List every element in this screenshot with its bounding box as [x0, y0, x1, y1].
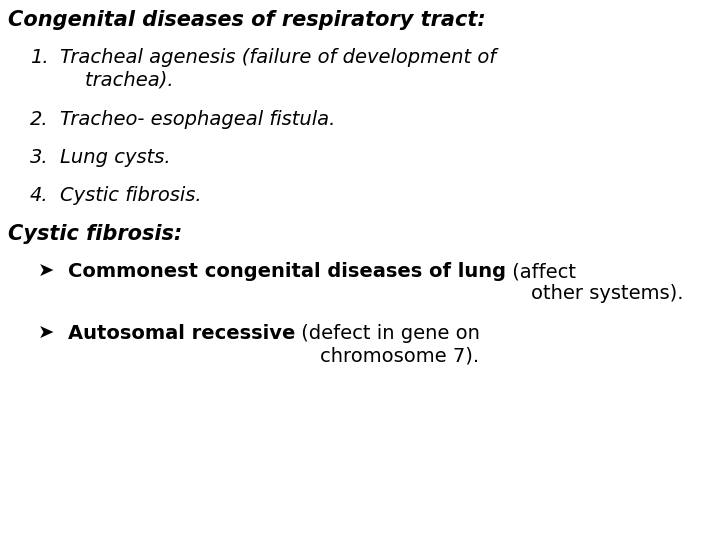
- Text: ➤: ➤: [38, 324, 55, 343]
- Text: Tracheo- esophageal fistula.: Tracheo- esophageal fistula.: [60, 110, 336, 129]
- Text: (affect
    other systems).: (affect other systems).: [506, 262, 683, 303]
- Text: Lung cysts.: Lung cysts.: [60, 148, 171, 167]
- Text: 2.: 2.: [30, 110, 49, 129]
- Text: Cystic fibrosis.: Cystic fibrosis.: [60, 186, 202, 205]
- Text: (defect in gene on
    chromosome 7).: (defect in gene on chromosome 7).: [295, 324, 480, 365]
- Text: 3.: 3.: [30, 148, 49, 167]
- Text: 1.: 1.: [30, 48, 49, 67]
- Text: Cystic fibrosis:: Cystic fibrosis:: [8, 224, 182, 244]
- Text: ➤: ➤: [38, 262, 55, 281]
- Text: Tracheal agenesis (failure of development of
    trachea).: Tracheal agenesis (failure of developmen…: [60, 48, 496, 89]
- Text: Autosomal recessive: Autosomal recessive: [68, 324, 295, 343]
- Text: 4.: 4.: [30, 186, 49, 205]
- Text: Commonest congenital diseases of lung: Commonest congenital diseases of lung: [68, 262, 506, 281]
- Text: Congenital diseases of respiratory tract:: Congenital diseases of respiratory tract…: [8, 10, 486, 30]
